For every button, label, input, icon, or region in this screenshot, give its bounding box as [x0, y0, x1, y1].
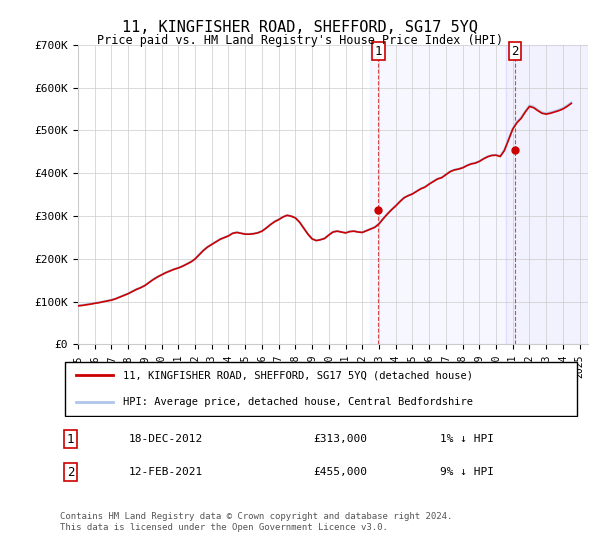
- Text: £313,000: £313,000: [313, 434, 367, 444]
- Text: Contains HM Land Registry data © Crown copyright and database right 2024.
This d: Contains HM Land Registry data © Crown c…: [60, 512, 452, 532]
- Text: 11, KINGFISHER ROAD, SHEFFORD, SG17 5YQ (detached house): 11, KINGFISHER ROAD, SHEFFORD, SG17 5YQ …: [124, 370, 473, 380]
- Text: Price paid vs. HM Land Registry's House Price Index (HPI): Price paid vs. HM Land Registry's House …: [97, 34, 503, 46]
- Text: 1% ↓ HPI: 1% ↓ HPI: [440, 434, 494, 444]
- Text: £455,000: £455,000: [313, 467, 367, 477]
- Text: 11, KINGFISHER ROAD, SHEFFORD, SG17 5YQ: 11, KINGFISHER ROAD, SHEFFORD, SG17 5YQ: [122, 20, 478, 35]
- Text: 9% ↓ HPI: 9% ↓ HPI: [440, 467, 494, 477]
- FancyBboxPatch shape: [65, 362, 577, 416]
- Text: 1: 1: [67, 432, 74, 446]
- Text: 1: 1: [374, 45, 382, 58]
- Text: 2: 2: [511, 45, 518, 58]
- Text: 18-DEC-2012: 18-DEC-2012: [128, 434, 203, 444]
- Text: HPI: Average price, detached house, Central Bedfordshire: HPI: Average price, detached house, Cent…: [124, 396, 473, 407]
- Bar: [506, 45, 588, 344]
- Text: 12-FEB-2021: 12-FEB-2021: [128, 467, 203, 477]
- Text: 2: 2: [67, 465, 74, 479]
- Bar: [370, 45, 506, 344]
